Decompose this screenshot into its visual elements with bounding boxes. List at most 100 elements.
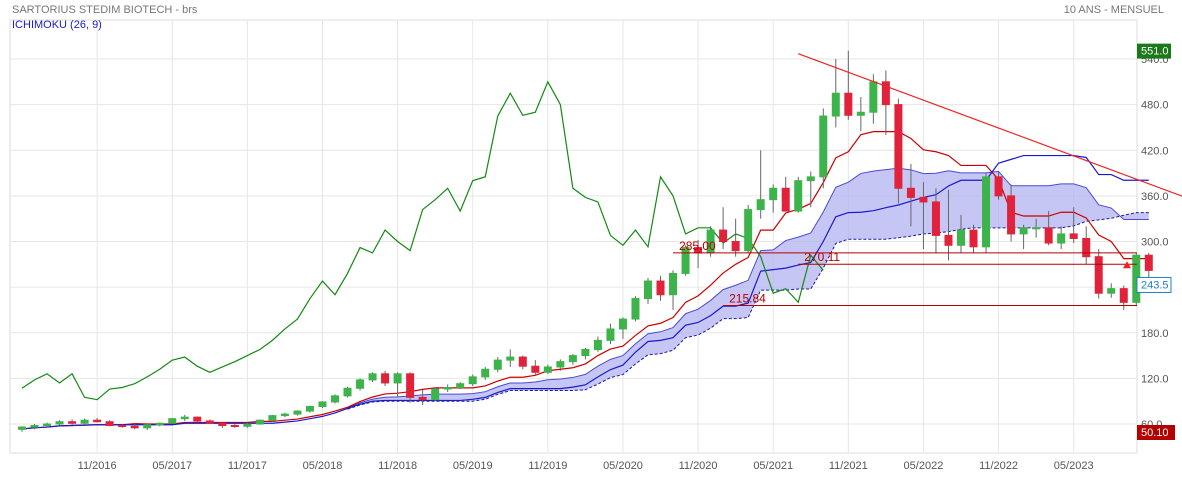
candle-body [669, 272, 678, 296]
y-tick-label: 360.0 [1141, 191, 1169, 203]
candle-body [906, 187, 915, 198]
candle-body [481, 368, 490, 378]
candle-body [731, 241, 740, 252]
candle-body [819, 115, 828, 178]
candle-body [894, 104, 903, 189]
candle-body [105, 421, 114, 427]
candle-body [218, 422, 227, 427]
level-label: 270.11 [804, 250, 840, 264]
candle-body [719, 229, 728, 242]
candle-body [1119, 288, 1128, 303]
candle-body [443, 387, 452, 390]
candle-body [381, 373, 390, 384]
candle-body [93, 419, 102, 423]
y-axis: 60.0120.0180.0240.0300.0360.0420.0480.05… [1123, 43, 1175, 440]
candle-body [118, 425, 127, 428]
candle-body [631, 298, 640, 320]
candle-body [618, 318, 627, 330]
candle-body [831, 92, 840, 117]
candle-body [531, 365, 540, 373]
x-tick-label: 11/2019 [528, 460, 567, 472]
candle-body [543, 366, 552, 373]
candle-body [869, 81, 878, 113]
candle-body [744, 209, 753, 252]
candle-body [343, 387, 352, 397]
candle-body [456, 383, 465, 388]
x-axis: 11/2016 05/2017 11/2017 05/2018 11/2018 05/20… [78, 460, 1094, 472]
high-badge [1137, 43, 1171, 59]
level-lines: 285.00 270.11 215.84 [673, 53, 1182, 306]
last-price-badge [1136, 276, 1172, 293]
candle-body [255, 419, 264, 425]
senkou-span-b [347, 212, 1149, 410]
chart-title: SARTORIUS STEDIM BIOTECH - brs [12, 4, 198, 16]
y-tick-label: 300.0 [1141, 237, 1169, 249]
x-tick-label: 05/2023 [1054, 460, 1094, 472]
candle-body [806, 176, 815, 182]
candle-body [756, 199, 765, 211]
candle-body [1057, 233, 1066, 244]
candle-body [406, 373, 415, 398]
candle-body [881, 81, 890, 106]
candle-body [944, 234, 953, 246]
candle-body [180, 416, 189, 420]
candle-body [794, 180, 803, 212]
high-badge-label: 551.0 [1141, 46, 1169, 58]
alert-triangle-icon [1123, 261, 1131, 269]
indicator-label: ICHIMOKU (26, 9) [12, 19, 102, 31]
candle-body [155, 422, 164, 426]
trend-line [798, 53, 1182, 197]
candle-body [431, 388, 440, 401]
x-tick-label: 05/2018 [303, 460, 343, 472]
candle-body [769, 187, 778, 201]
candles [18, 50, 1166, 432]
x-tick-label: 05/2022 [904, 460, 944, 472]
candle-body [969, 229, 978, 248]
candle-body [518, 356, 527, 367]
x-tick-label: 11/2022 [979, 460, 1018, 472]
candle-body [18, 426, 26, 430]
candle-body [55, 421, 64, 425]
x-tick-label: 05/2020 [603, 460, 643, 472]
y-tick-label: 120.0 [1141, 373, 1169, 385]
candle-body [919, 196, 928, 203]
candle-body [581, 348, 590, 357]
candle-body [1007, 195, 1016, 235]
candle-body [368, 373, 377, 381]
candle-body [468, 376, 477, 385]
candle-body [1044, 227, 1053, 244]
x-tick-label: 05/2019 [453, 460, 493, 472]
candle-body [856, 111, 865, 116]
candle-body [30, 425, 39, 428]
candle-body [1019, 227, 1028, 235]
candle-body [305, 406, 314, 412]
candle-body [1082, 237, 1091, 258]
candle-body [506, 356, 515, 361]
period-label: 10 ANS - MENSUEL [1064, 4, 1164, 16]
candle-body [844, 92, 853, 116]
senkou-span-a [347, 167, 1149, 409]
candle-body [268, 415, 277, 421]
candle-body [243, 423, 252, 427]
candle-body [230, 425, 239, 428]
candle-body [80, 419, 89, 424]
candle-body [781, 187, 790, 212]
candle-body [393, 373, 402, 384]
candle-body [593, 339, 602, 350]
chikou-line [21, 80, 824, 401]
candle-body [994, 176, 1003, 197]
candle-body [1144, 254, 1153, 271]
candle-body [1107, 288, 1116, 294]
low-badge-label: 50.10 [1141, 427, 1169, 439]
candle-body [418, 396, 427, 401]
x-tick-label: 11/2020 [679, 460, 718, 472]
candle-body [568, 355, 577, 363]
candle-body [356, 379, 365, 389]
candle-body [143, 424, 152, 429]
x-tick-label: 11/2017 [228, 460, 267, 472]
candle-body [493, 359, 502, 370]
candle-body [1094, 256, 1103, 294]
x-tick-label: 11/2021 [829, 460, 868, 472]
